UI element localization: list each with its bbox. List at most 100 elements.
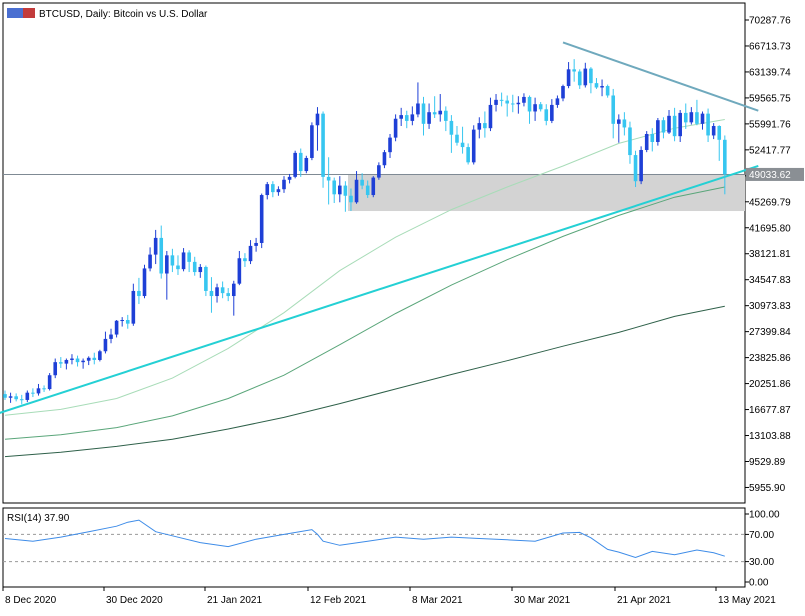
price-tick-label: 45269.79 [749,197,791,208]
candle [527,95,532,124]
candle-body [92,357,97,360]
price-panel[interactable]: 70287.76 66713.73 63139.74 59565.75 55991.76… [0,2,804,504]
price-tick-label: 41695.80 [749,223,791,234]
candle-body [678,112,682,137]
candle-body [706,113,710,136]
candle-body [181,252,186,270]
candle [360,173,364,190]
candle-body [683,112,688,123]
candle-body [561,86,565,99]
candle-body [505,100,509,104]
candle-body [488,104,493,129]
candle [477,117,482,139]
candle [165,250,169,300]
candle [19,394,24,405]
candle [399,107,403,127]
candle [672,107,677,142]
candle-body [326,176,331,181]
candle-body [42,388,46,390]
candle-body [533,104,537,112]
candle [142,264,147,299]
candle-body [700,113,705,124]
candle-body [81,360,85,363]
candle [271,181,275,198]
candle-body [633,155,638,182]
price-tick-label: 5955.90 [749,483,786,494]
price-axis: 70287.76 66713.73 63139.74 59565.75 55991.76… [745,16,791,494]
time-tick-label: 21 Jan 2021 [207,595,262,606]
candle [466,143,470,165]
candle [533,97,537,121]
candle [64,358,69,370]
rsi-panel[interactable]: 100.00 70.00 30.00 0.00 RSI(14) 37.90 [2,507,780,589]
candle-body [19,399,24,401]
candle [120,317,124,327]
candle [131,283,136,326]
time-tick-label: 21 Apr 2021 [617,595,671,606]
candle-body [47,375,52,390]
candle-body [59,362,63,364]
candle [572,59,576,82]
symbol-flag-icon [7,8,23,18]
candle [265,181,270,200]
candle [516,96,521,114]
time-tick-label: 13 May 2021 [718,595,776,606]
candle [338,176,342,203]
candle-body [494,99,498,105]
candle [243,253,247,267]
candle-body [460,142,465,148]
time-tick-label: 30 Dec 2020 [106,595,163,606]
rsi-panel-frame [2,507,746,588]
candle-body [583,68,588,86]
candle [298,148,303,177]
candle-body [650,133,655,142]
ma-slow-line [4,305,725,458]
candle-body [31,392,35,394]
candle-body [572,69,576,72]
candle [332,177,337,204]
candle-body [432,112,437,115]
candle-body [628,127,632,156]
candle [98,349,102,362]
candle-body [354,179,359,203]
candle-body [382,152,387,166]
candle-body [589,68,593,84]
candle [561,84,565,102]
candle [510,94,515,113]
candle [421,96,426,136]
chart-title: BTCUSD, Daily: Bitcoin vs U.S. Dollar [39,9,208,20]
candle-body [399,115,403,119]
candle-body [131,290,136,324]
chart-header: BTCUSD, Daily: Bitcoin vs U.S. Dollar [7,8,208,20]
time-tick-label: 30 Mar 2021 [514,595,571,606]
candle [628,121,632,164]
candle-body [3,394,7,398]
rsi-tick-label: 100.00 [749,510,780,521]
candle [544,104,549,126]
candle [661,117,666,139]
candle-body [276,189,281,193]
candle-body [125,320,130,324]
candle [583,62,588,88]
rsi-title: RSI(14) 37.90 [7,513,70,524]
candle [198,264,203,278]
candle [377,162,381,180]
candle-body [566,69,571,87]
candle [622,112,627,136]
candle-body [516,102,521,105]
candle-body [522,96,526,103]
current-price-label: 49033.62 [749,170,791,181]
candle [667,110,671,134]
candle-body [455,134,459,143]
price-tick-label: 66713.73 [749,41,791,52]
candle-body [527,96,532,112]
price-tick-label: 63139.74 [749,67,791,78]
candle [656,118,660,146]
candle [700,111,705,130]
candle-body [617,119,621,124]
candle [349,188,353,212]
candle [393,114,398,142]
candle-body [349,195,353,203]
